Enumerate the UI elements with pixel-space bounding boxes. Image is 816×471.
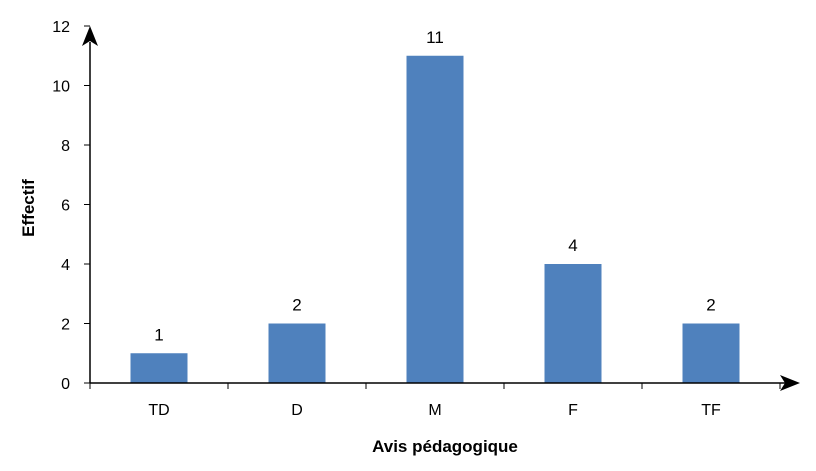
x-tick-label-tf: TF bbox=[701, 402, 721, 419]
data-label-f: 4 bbox=[568, 236, 577, 255]
data-label-td: 1 bbox=[154, 325, 163, 344]
y-axis-title: Effectif bbox=[19, 179, 38, 237]
x-tick-label-m: M bbox=[428, 402, 441, 419]
y-tick-label: 6 bbox=[61, 198, 70, 215]
x-axis-ticks: TD D M F TF bbox=[89, 383, 781, 419]
x-tick-label-d: D bbox=[291, 402, 303, 419]
y-tick-label: 0 bbox=[61, 376, 70, 393]
data-labels: 1 2 11 4 2 bbox=[154, 28, 715, 345]
y-tick-label: 4 bbox=[61, 257, 70, 274]
data-label-d: 2 bbox=[292, 296, 301, 315]
y-tick-label: 8 bbox=[61, 138, 70, 155]
x-tick-label-td: TD bbox=[148, 402, 169, 419]
y-axis-arrow-icon bbox=[82, 26, 98, 46]
y-tick-label: 12 bbox=[52, 19, 70, 36]
y-tick-label: 10 bbox=[52, 79, 70, 96]
bar-td bbox=[130, 353, 188, 383]
bar-m bbox=[406, 55, 464, 383]
data-label-tf: 2 bbox=[706, 296, 715, 315]
bar-d bbox=[268, 323, 326, 383]
x-axis-arrow-icon bbox=[780, 375, 800, 391]
x-axis-title: Avis pédagogique bbox=[372, 437, 518, 456]
bar-f bbox=[544, 264, 602, 383]
y-tick-label: 2 bbox=[61, 317, 70, 334]
x-tick-label-f: F bbox=[568, 402, 578, 419]
bars bbox=[130, 55, 740, 383]
data-label-m: 11 bbox=[426, 28, 444, 47]
y-axis-ticks: 0 2 4 6 8 10 12 bbox=[52, 19, 90, 393]
bar-tf bbox=[682, 323, 740, 383]
